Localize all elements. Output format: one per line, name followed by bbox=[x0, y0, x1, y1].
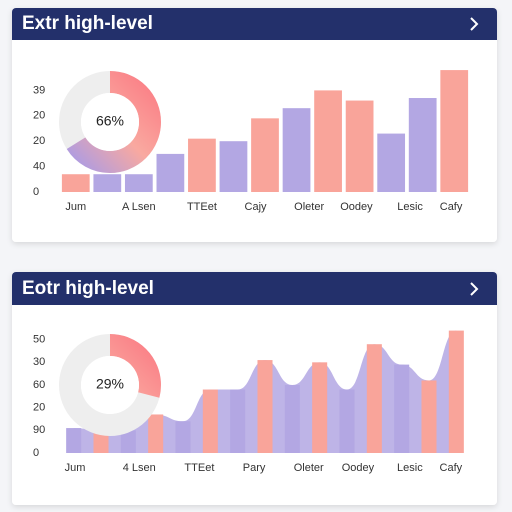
x-tick-label: Lesic bbox=[397, 462, 423, 474]
bar bbox=[440, 70, 469, 192]
bar bbox=[257, 360, 273, 453]
x-tick-label: A Lsen bbox=[122, 201, 156, 213]
x-tick-label: TTEet bbox=[187, 201, 217, 213]
y-tick-label: 20 bbox=[33, 110, 45, 122]
y-tick-label: 40 bbox=[33, 161, 45, 173]
y-tick-label: 20 bbox=[33, 402, 45, 414]
bar bbox=[284, 385, 300, 453]
donut-label: 29% bbox=[96, 376, 124, 392]
bar bbox=[93, 430, 109, 453]
donut-hole bbox=[81, 93, 139, 151]
donut-hole bbox=[81, 356, 139, 414]
y-tick-label: 20 bbox=[33, 135, 45, 147]
y-tick-label: 30 bbox=[33, 356, 45, 368]
x-tick-label: Oleter bbox=[294, 462, 324, 474]
bar bbox=[394, 364, 410, 453]
bar bbox=[66, 428, 82, 453]
x-tick-label: TTEet bbox=[184, 462, 214, 474]
x-tick-label: Lesic bbox=[397, 201, 423, 213]
y-tick-label: 0 bbox=[33, 447, 39, 459]
bar bbox=[175, 421, 191, 453]
bar bbox=[345, 100, 374, 192]
bar bbox=[366, 344, 382, 453]
donut-arc bbox=[59, 71, 161, 173]
x-tick-label: 4 Lsen bbox=[123, 462, 156, 474]
bar bbox=[120, 430, 136, 453]
bar bbox=[421, 380, 437, 453]
bar bbox=[219, 141, 248, 192]
bar bbox=[61, 174, 90, 192]
bar bbox=[314, 90, 342, 192]
x-tick-label: Oodey bbox=[342, 462, 375, 474]
x-tick-label: Cafy bbox=[440, 462, 463, 474]
bar bbox=[148, 414, 164, 453]
y-tick-label: 90 bbox=[33, 424, 45, 436]
x-tick-label: Cajy bbox=[245, 201, 268, 213]
x-tick-label: Pary bbox=[243, 462, 266, 474]
bar bbox=[282, 108, 311, 192]
y-tick-label: 0 bbox=[33, 186, 39, 198]
bar bbox=[339, 389, 355, 453]
bar bbox=[448, 330, 464, 453]
bar bbox=[251, 118, 279, 192]
card-title: Extr high-level bbox=[22, 13, 153, 34]
y-tick-label: 60 bbox=[33, 379, 45, 391]
bar bbox=[312, 362, 328, 453]
card-header bbox=[12, 272, 497, 305]
y-tick-label: 39 bbox=[33, 84, 45, 96]
bar bbox=[156, 153, 185, 192]
card-header bbox=[12, 8, 497, 40]
bar bbox=[377, 133, 406, 192]
donut-label: 66% bbox=[96, 113, 124, 129]
donut-arc bbox=[59, 334, 161, 436]
chevron[interactable] bbox=[470, 282, 479, 296]
bar bbox=[202, 389, 218, 453]
x-tick-label: Jum bbox=[65, 462, 86, 474]
bar bbox=[188, 138, 216, 192]
y-tick-label: 50 bbox=[33, 334, 45, 346]
card-title: Eotr high-level bbox=[22, 278, 154, 299]
bar bbox=[93, 174, 122, 192]
x-tick-label: Cafy bbox=[440, 201, 463, 213]
bar bbox=[408, 98, 437, 192]
x-tick-label: Jum bbox=[65, 201, 86, 213]
x-tick-label: Oodey bbox=[340, 201, 373, 213]
chevron[interactable] bbox=[470, 17, 479, 31]
x-tick-label: Oleter bbox=[294, 201, 324, 213]
bar bbox=[124, 174, 153, 192]
bar bbox=[230, 389, 246, 453]
